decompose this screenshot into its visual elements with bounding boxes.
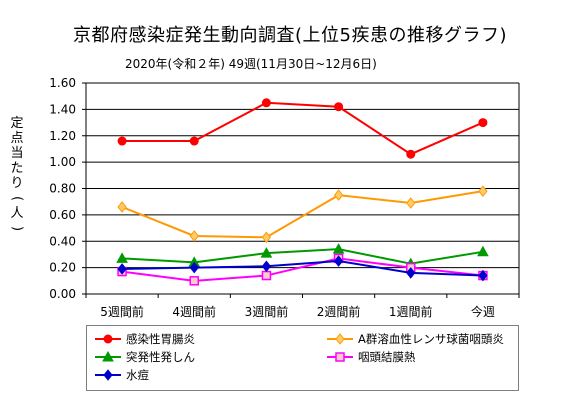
line-chart: 0.00 0.20 0.40 0.60 0.80 1.00 1.20 1.40 1.60 5週間前…	[49, 76, 520, 319]
y-tick-label: 0.00	[49, 287, 76, 301]
x-tick-label: 3週間前	[245, 304, 289, 319]
y-tick-label: 1.60	[49, 76, 76, 90]
data-point	[189, 136, 199, 146]
data-point	[406, 267, 416, 279]
y-tick-label: 1.40	[49, 102, 76, 116]
data-point	[478, 185, 488, 197]
data-point	[334, 102, 344, 112]
data-point	[189, 261, 199, 274]
data-point	[261, 231, 272, 244]
series-line	[122, 101, 484, 156]
data-point	[117, 201, 127, 213]
y-axis-label: 定点当たり(人)	[9, 116, 25, 232]
legend-label: 咽頭結膜熱	[358, 350, 416, 364]
series-line	[122, 260, 483, 277]
data-point	[406, 197, 416, 209]
data-point	[333, 189, 344, 201]
y-tick-label: 0.20	[49, 261, 76, 275]
y-tick-label: 1.00	[49, 155, 76, 169]
data-point	[332, 243, 345, 254]
data-point	[333, 255, 344, 267]
series-line	[122, 248, 484, 265]
legend-swatch	[327, 333, 353, 345]
legend-swatch	[327, 352, 353, 362]
legend-label: 感染性胃腸炎	[126, 332, 195, 346]
data-point	[189, 276, 199, 286]
x-tick-label: 1週間前	[389, 304, 433, 319]
x-tick-label: 4週間前	[172, 304, 216, 319]
chart-subtitle: 2020年(令和２年) 49週(11月30日~12月6日)	[125, 57, 377, 71]
series-line	[121, 257, 484, 282]
legend-label: A群溶血性レンサ球菌咽頭炎	[358, 332, 504, 346]
data-point	[261, 98, 271, 108]
legend-swatch	[95, 350, 121, 362]
x-tick-label: 2週間前	[317, 304, 361, 319]
data-point	[117, 263, 127, 275]
y-tick-label: 0.40	[49, 234, 76, 248]
data-point	[478, 118, 488, 128]
data-point	[116, 252, 128, 263]
data-point	[260, 247, 273, 258]
legend-label: 水痘	[126, 368, 149, 382]
legend-swatch	[95, 369, 121, 381]
chart-title: 京都府感染症発生動向調査(上位5疾患の推移グラフ)	[73, 25, 507, 46]
y-tick-label: 1.20	[49, 129, 76, 143]
legend-label: 突発性発しん	[126, 350, 195, 364]
data-point	[117, 136, 127, 146]
data-point	[261, 260, 272, 273]
data-point	[189, 230, 199, 242]
legend-swatch	[95, 334, 121, 344]
chart-legend: 感染性胃腸炎 A群溶血性レンサ球菌咽頭炎突発性発しん 咽頭結膜熱水痘	[86, 325, 519, 391]
x-tick-label: 5週間前	[100, 304, 144, 319]
data-point	[477, 245, 489, 257]
y-tick-label: 0.80	[49, 182, 76, 196]
series-line	[121, 190, 484, 239]
x-tick-label: 今週	[471, 304, 495, 319]
y-tick-label: 0.60	[49, 208, 76, 222]
data-point	[478, 269, 488, 282]
data-point	[261, 270, 272, 281]
data-point	[406, 149, 416, 159]
